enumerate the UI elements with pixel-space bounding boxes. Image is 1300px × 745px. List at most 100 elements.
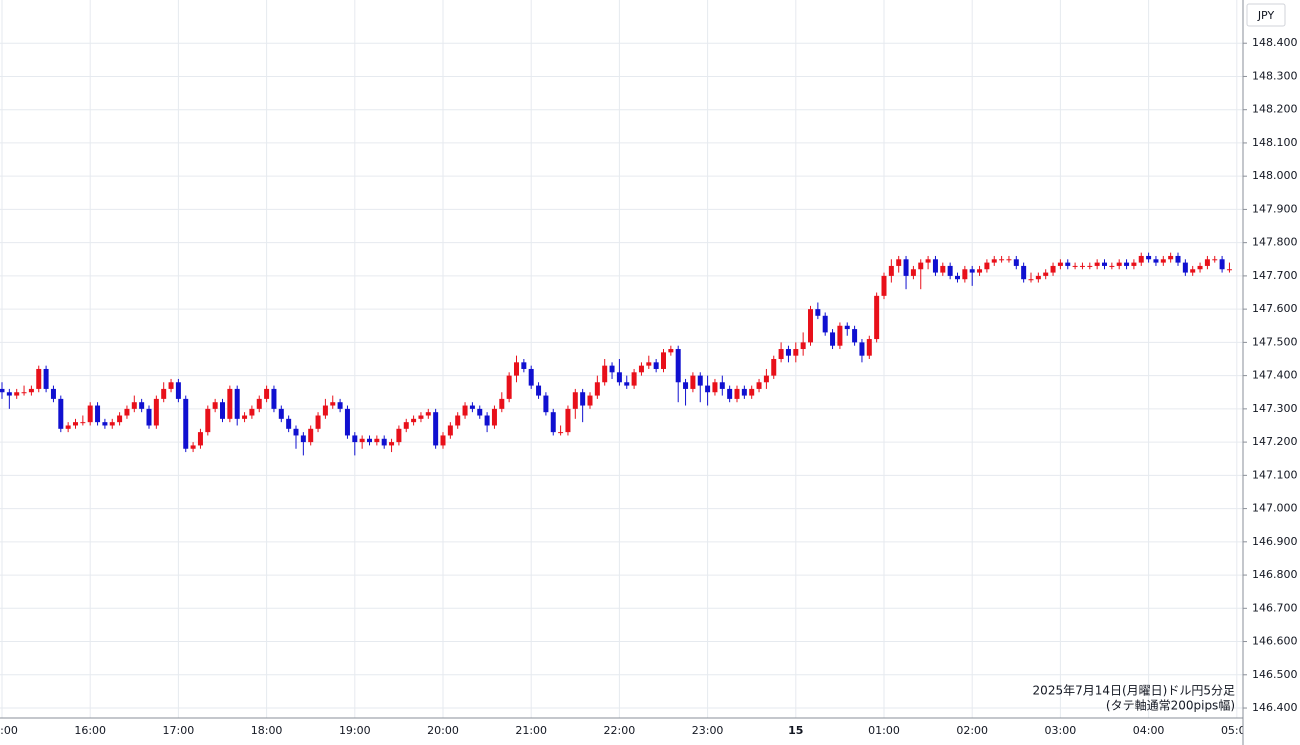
candle-body [910,269,916,276]
x-tick-label: 18:00 [251,724,283,737]
candle-body [602,365,608,383]
candle-body [205,408,211,433]
x-tick-label: 05:00 [1221,724,1253,737]
y-tick-label: 148.300 [1252,69,1298,82]
candle-body [763,375,769,383]
candle-body [866,339,872,356]
candle-body [80,422,86,424]
candle-body [771,359,777,376]
candle-body [683,382,689,389]
candle-body [1204,259,1210,266]
candle-body [0,388,5,393]
candle-body [1028,279,1034,281]
candle-body [271,388,277,409]
candle-body [1146,255,1152,260]
candle-body [161,388,167,399]
candle-body [852,329,858,343]
candle-body [28,388,34,393]
candle-body [558,432,564,434]
candle-body [278,408,284,419]
candle-body [896,259,902,266]
candle-body [153,398,159,426]
candle-body [506,375,512,399]
candle-body [293,428,299,436]
candle-body [344,408,350,436]
candle-body [1190,269,1196,273]
candle-body [646,362,652,366]
candle-body [168,382,174,389]
y-tick-label: 147.000 [1252,502,1298,515]
candle-body [256,398,262,409]
candle-body [1182,262,1188,273]
y-tick-label: 147.700 [1252,269,1298,282]
candle-body [396,428,402,443]
y-tick-label: 146.900 [1252,535,1298,548]
candle-body [536,385,542,396]
x-tick-label: 21:00 [515,724,547,737]
candle-body [587,395,593,406]
candle-body [190,445,196,449]
y-tick-label: 147.500 [1252,335,1298,348]
candle-body [315,415,321,429]
y-tick-label: 147.800 [1252,236,1298,249]
candle-body [440,435,446,446]
y-tick-label: 147.100 [1252,468,1298,481]
candle-body [359,438,365,443]
candle-body [1087,265,1093,267]
plot-area: 15:00 16:00 17:00 18:00 19:00 20:00 21:00 22:00… [0,0,1253,737]
candle-body [778,349,784,359]
candle-body [697,375,703,386]
candle-body [1153,259,1159,263]
x-tick-label: 20:00 [427,724,459,737]
annotation: (タテ軸通常200pips幅) [1106,698,1235,713]
candle-body [1116,262,1122,266]
candle-body [1057,262,1063,266]
candle-body [631,372,637,386]
candle-body [139,402,145,409]
y-tick-label: 148.100 [1252,136,1298,149]
candle-body [124,408,130,416]
candle-body [859,342,865,356]
candle-body [212,402,218,409]
candle-body [102,422,108,426]
candle-body [888,265,894,276]
candle-body [36,368,42,389]
x-tick-label: 16:00 [74,724,106,737]
candle-body [197,432,203,446]
candle-body [580,392,586,406]
candle-body [1072,265,1078,267]
candle-body [977,269,983,273]
candle-body [1013,259,1019,266]
candle-body [727,388,733,399]
candle-body [999,259,1005,261]
candle-body [756,382,762,389]
candle-body [374,438,380,443]
candle-body [690,375,696,389]
y-tick-label: 146.500 [1252,668,1298,681]
candle-body [785,349,791,356]
candle-body [1050,265,1056,273]
x-tick-label: 04:00 [1133,724,1165,737]
candle-body [131,402,137,409]
candle-body [367,438,372,443]
candle-body [947,265,953,276]
candle-body [322,405,328,416]
candle-body [808,309,813,343]
y-axis: 146.400 146.500 146.600 146.700 146.800 146.9… [1243,36,1298,714]
candle-body [550,412,556,433]
candle-body [308,428,314,443]
candle-body [830,332,836,346]
candle-body [146,408,152,426]
candle-body [117,415,123,423]
candle-body [609,365,615,373]
y-tick-label: 146.400 [1252,701,1298,714]
candle-body [918,262,924,270]
candle-body [653,362,659,369]
candle-body [925,259,931,263]
candle-body [1021,265,1027,280]
x-tick-label: 15 [788,724,803,737]
candle-body [227,388,233,419]
x-tick-label: 02:00 [956,724,988,737]
candle-body [183,398,189,449]
